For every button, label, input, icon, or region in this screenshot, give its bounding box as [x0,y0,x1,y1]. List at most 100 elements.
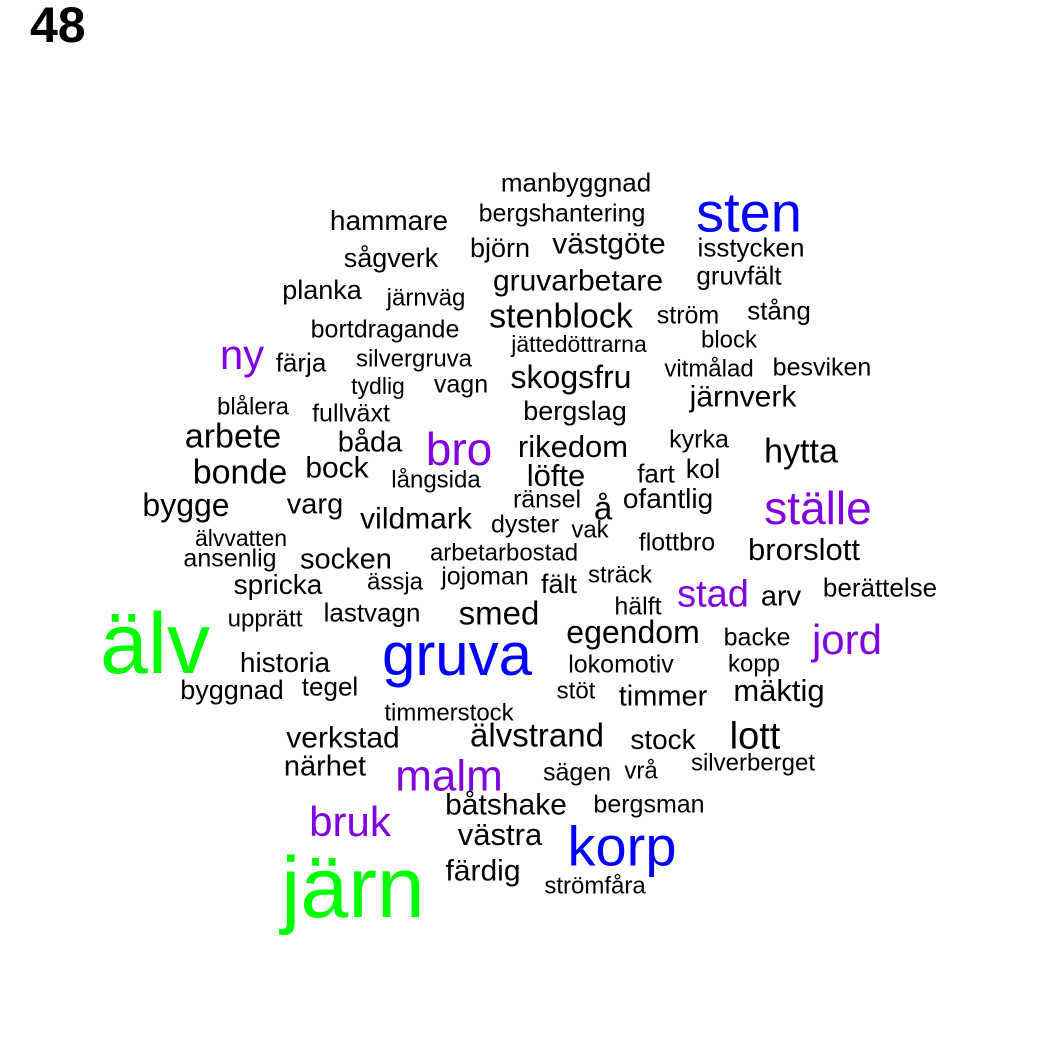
cloud-word: bortdragande [310,315,460,344]
cloud-word: vagn [433,370,489,399]
cloud-word: smed [458,594,540,632]
cloud-word: tydlig [351,373,405,400]
cloud-word: båtshake [445,788,567,822]
page-number: 48 [30,0,86,53]
cloud-word: ofantlig [622,483,714,515]
cloud-word: björn [469,232,531,263]
cloud-word: backe [723,623,791,652]
cloud-word: hammare [329,205,449,237]
cloud-word: lokomotiv [568,650,674,679]
cloud-word: hälft [614,592,662,621]
cloud-word: arbete [184,417,282,456]
cloud-word: skogsfru [510,359,632,396]
cloud-word: järn [281,839,425,936]
cloud-word: ström [656,301,720,330]
cloud-word: arbetarbostad [429,539,579,567]
cloud-word: löfte [526,457,586,493]
cloud-word: mäktig [733,672,825,708]
cloud-word: ässja [366,568,424,596]
cloud-word: egendom [566,614,700,651]
cloud-word: gruva [381,621,533,689]
cloud-word: lastvagn [323,597,421,628]
cloud-word: silverberget [690,749,816,777]
cloud-word: fart [637,458,675,489]
cloud-word: bro [425,423,493,476]
cloud-word: bergshantering [478,199,646,228]
cloud-word: blålera [216,393,290,421]
cloud-word: närhet [283,750,367,783]
cloud-word: sten [696,180,802,244]
cloud-word: historia [239,647,331,679]
cloud-word: bock [305,451,369,485]
cloud-word: sägen [542,758,612,787]
cloud-word: ställe [764,482,872,535]
cloud-word: ränsel [512,485,582,514]
cloud-word: sågverk [343,242,439,273]
cloud-word: ny [219,331,265,379]
cloud-word: silvergruva [355,345,473,373]
cloud-word: järnverk [689,380,797,414]
cloud-word: gruvfält [696,260,782,291]
cloud-word: vildmark [360,502,472,536]
cloud-word: båda [337,426,403,459]
cloud-word: timmer [618,680,708,713]
cloud-word: stöt [556,677,596,705]
cloud-word: ansenlig [183,544,277,573]
cloud-word: färja [275,347,327,378]
cloud-word: hytta [764,432,838,471]
cloud-word: vitmålad [664,355,754,383]
cloud-word: sträck [587,561,653,589]
cloud-word: västra [457,816,543,852]
cloud-word: korp [567,814,677,878]
cloud-word: arv [760,580,802,613]
cloud-word: varg [286,488,344,521]
cloud-word: västgöte [552,227,666,261]
cloud-word: fullväxt [312,399,390,428]
cloud-word: bygge [142,487,230,524]
cloud-word: vrå [624,757,658,785]
cloud-word: kopp [727,650,781,678]
cloud-word: jord [811,616,883,664]
cloud-word: socken [300,543,392,576]
cloud-word: järnväg [386,284,466,312]
cloud-word: isstycken [697,232,805,263]
cloud-word: å [593,489,613,527]
cloud-word: berättelse [822,572,938,603]
cloud-word: stad [677,573,749,616]
cloud-word: älvstrand [470,716,604,754]
cloud-word: kol [685,453,721,484]
cloud-word: byggnad [180,674,284,705]
cloud-word: vak [571,516,609,544]
cloud-word: bergsman [593,790,705,819]
cloud-word: rikedom [517,428,629,464]
cloud-word: planka [282,274,362,305]
cloud-word: tegel [301,671,359,702]
cloud-word: block [700,326,758,354]
cloud-word: stenblock [489,297,633,336]
cloud-word: älv [100,595,210,692]
cloud-word: verkstad [286,721,400,755]
cloud-word: älvvatten [194,525,288,552]
cloud-word: stång [747,295,811,326]
cloud-word: bruk [309,798,391,846]
cloud-word: bonde [192,453,288,492]
cloud-word: kyrka [669,425,729,454]
cloud-word: bergslag [523,395,627,426]
cloud-word: gruvarbetare [492,264,664,298]
cloud-word: jättedöttrarna [511,331,647,358]
cloud-word: dyster [490,510,560,539]
cloud-word: brorslott [748,531,860,567]
cloud-word: färdig [445,854,521,888]
cloud-word: malm [395,751,503,801]
cloud-word: långsida [391,466,481,494]
cloud-word: flottbro [638,528,716,557]
cloud-word: stock [630,724,696,756]
cloud-word: timmerstock [384,699,514,727]
cloud-word: manbyggnad [500,167,652,198]
cloud-word: jojoman [441,562,529,591]
cloud-word: besviken [772,353,872,382]
cloud-word: upprätt [227,605,303,633]
cloud-word: fält [540,568,578,599]
cloud-word: lott [729,715,781,758]
